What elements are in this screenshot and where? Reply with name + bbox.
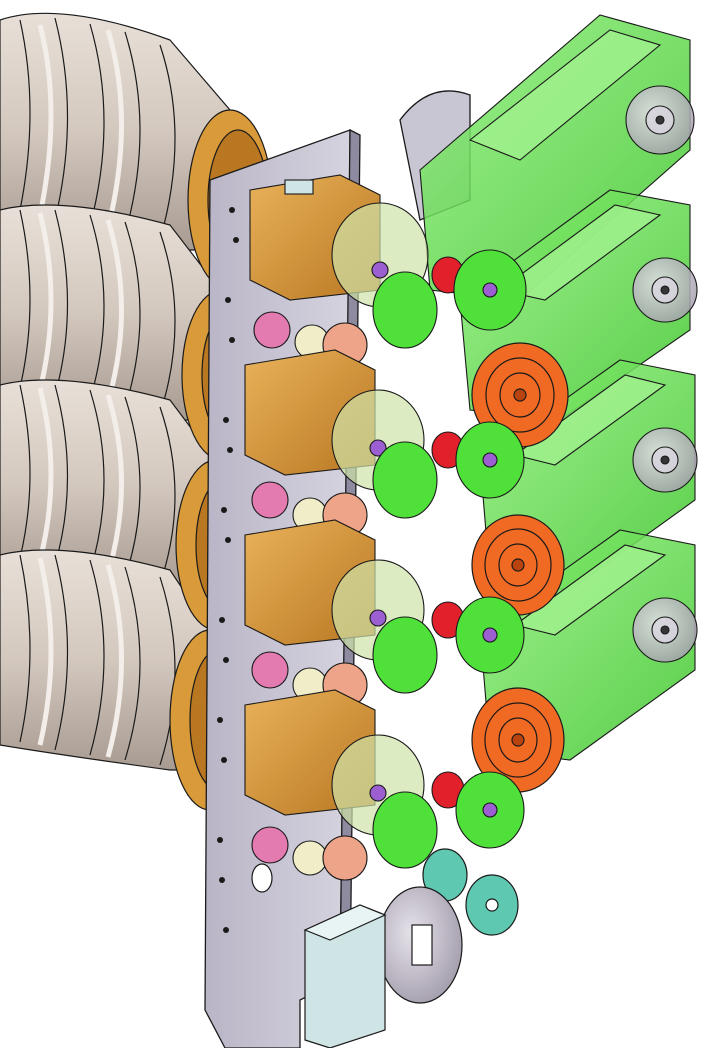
orange-disc-3	[471, 687, 565, 793]
orange-disc-2	[471, 514, 565, 616]
plate-holes	[217, 207, 239, 933]
green-bar-module-1	[419, 14, 695, 301]
ribbed-cylinder-4	[0, 549, 211, 771]
plate-cutout	[251, 863, 273, 893]
module-row-4	[244, 689, 525, 881]
module-row-3	[244, 519, 525, 708]
ribbed-cylinders	[0, 12, 231, 771]
orange-discs	[471, 342, 569, 793]
ribbed-cylinder-2	[0, 204, 221, 421]
bottom-drive	[303, 848, 519, 1048]
module-row-2	[244, 349, 525, 538]
